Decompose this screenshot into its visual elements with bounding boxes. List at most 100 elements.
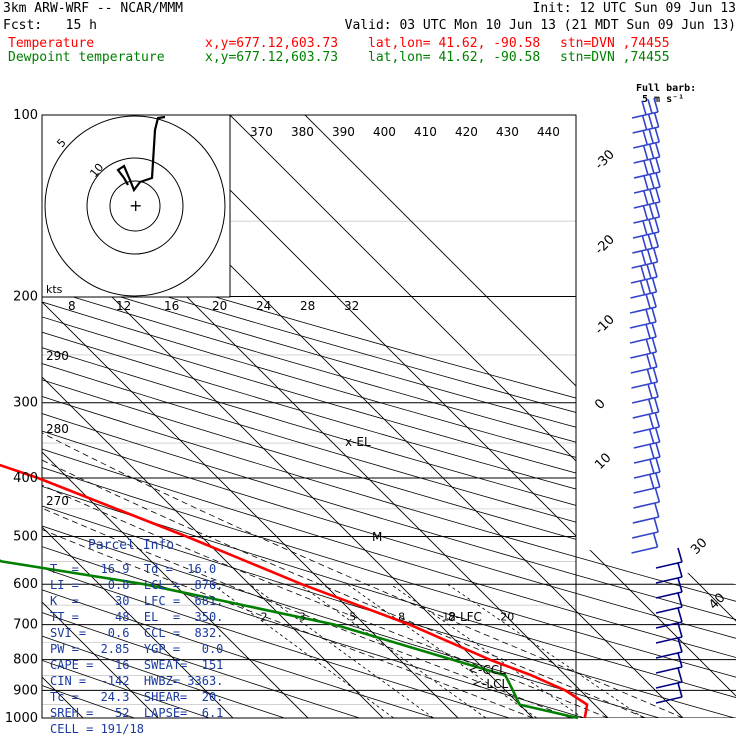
mixing-ratio-label: 5 bbox=[349, 611, 356, 624]
wind-barb bbox=[655, 652, 683, 674]
parcel-info-row: CELL = 191/18 bbox=[50, 722, 144, 736]
wind-barb bbox=[629, 322, 657, 344]
moist-adiabat bbox=[42, 296, 609, 718]
isotherm-label: -20 bbox=[592, 232, 618, 258]
dry-adiabat bbox=[42, 115, 736, 718]
parcel-info-row: CIN = -142 HWBZ= 3363. bbox=[50, 674, 224, 688]
isotherm-line bbox=[0, 115, 8, 718]
theta-label: 440 bbox=[537, 125, 560, 139]
hodograph-center: + bbox=[129, 196, 142, 215]
pressure-tick-label: 300 bbox=[13, 396, 38, 411]
pressure-tick-label: 600 bbox=[13, 577, 38, 592]
dry-adiabat bbox=[42, 115, 736, 718]
temperature-latlon: lat,lon= 41.62, -90.58 bbox=[368, 36, 541, 51]
moist-adiabat bbox=[42, 296, 684, 718]
dry-adiabat bbox=[42, 115, 736, 718]
wind-barb bbox=[629, 307, 657, 329]
hodograph-ring bbox=[86, 157, 184, 255]
dry-adiabat bbox=[42, 115, 585, 718]
hodograph-ring bbox=[44, 115, 226, 297]
isotherm-label: 0 bbox=[592, 396, 608, 412]
wind-barb bbox=[630, 337, 658, 359]
isotherm-label: 10 bbox=[592, 451, 614, 473]
wind-barb bbox=[631, 367, 659, 389]
dry-adiabat bbox=[42, 115, 210, 718]
wind-barb bbox=[655, 667, 683, 689]
wind-barb bbox=[633, 142, 661, 164]
isotherm-line bbox=[229, 115, 736, 718]
mixing-ratio-label: 8 bbox=[398, 611, 405, 624]
theta-label: 420 bbox=[455, 125, 478, 139]
theta-label: 390 bbox=[332, 125, 355, 139]
speed-tick-label: 12 bbox=[116, 299, 131, 313]
wind-barb bbox=[633, 172, 661, 194]
theta-label: 370 bbox=[250, 125, 273, 139]
wind-barb bbox=[633, 457, 661, 479]
isotherm-line bbox=[304, 115, 736, 718]
diagram-grid bbox=[0, 114, 736, 719]
dry-adiabat bbox=[42, 115, 510, 718]
level-annotation: M bbox=[372, 530, 382, 544]
speed-tick-label: 28 bbox=[300, 299, 315, 313]
temperature-xy: x,y=677.12,603.73 bbox=[205, 36, 339, 51]
dry-adiabat bbox=[42, 115, 660, 718]
level-annotation: 8-LFC bbox=[448, 610, 482, 624]
wind-barb bbox=[655, 622, 683, 644]
speed-tick-label: 24 bbox=[256, 299, 271, 313]
pressure-tick-label: 100 bbox=[13, 108, 38, 123]
pressure-tick-label: 700 bbox=[13, 618, 38, 633]
mixing-ratio-label: 2 bbox=[261, 611, 268, 624]
dry-adiabat bbox=[42, 115, 736, 718]
dry-adiabat bbox=[42, 115, 736, 718]
wind-barb bbox=[631, 382, 659, 404]
dry-adiabat bbox=[42, 115, 285, 718]
pressure-tick-label: 200 bbox=[13, 290, 38, 305]
dry-adiabat bbox=[42, 115, 736, 718]
wind-barbs bbox=[629, 97, 683, 704]
theta-label: 400 bbox=[373, 125, 396, 139]
hodograph-ring bbox=[109, 180, 161, 232]
parcel-info-row: PW = 2.85 YGP = 0.0 bbox=[50, 642, 224, 656]
mixing-ratio-line bbox=[299, 583, 487, 718]
moist-adiabat bbox=[42, 296, 646, 718]
barb-legend-title: Full barb: bbox=[636, 83, 697, 94]
level-annotation: x-EL bbox=[345, 435, 371, 449]
wind-barb bbox=[632, 397, 660, 419]
model-title: 3km ARW-WRF -- NCAR/MMM bbox=[3, 1, 184, 16]
isotherm-line bbox=[154, 115, 736, 718]
init-time: Init: 12 UTC Sun 09 Jun 13 bbox=[532, 1, 737, 16]
dewpoint-profile bbox=[0, 559, 579, 720]
isotherm-line bbox=[42, 115, 234, 718]
theta-label: 410 bbox=[414, 125, 437, 139]
dewpoint-station: stn=DVN ,74455 bbox=[560, 50, 670, 65]
dry-adiabat bbox=[42, 115, 435, 718]
isotherm-line bbox=[42, 115, 384, 718]
speed-tick-label: 32 bbox=[344, 299, 359, 313]
parcel-info-row: T = 16.9 Td = 16.0 bbox=[50, 562, 217, 576]
parcel-info-row: Tc = 24.3 SHEAR= 20. bbox=[50, 690, 224, 704]
temperature-station: stn=DVN ,74455 bbox=[560, 36, 670, 51]
forecast-hour: Fcst: 15 h bbox=[3, 18, 97, 33]
wind-barb bbox=[655, 637, 683, 659]
wind-barb bbox=[633, 187, 661, 209]
mixing-ratio-label: 20 bbox=[500, 611, 514, 624]
speed-tick-label: 20 bbox=[212, 299, 227, 313]
moist-adiabat bbox=[42, 296, 571, 718]
speed-tick-label: 8 bbox=[68, 299, 76, 313]
dry-adiabat bbox=[42, 115, 735, 718]
pressure-tick-label: 800 bbox=[13, 653, 38, 668]
wind-barb bbox=[632, 112, 660, 134]
wind-barb bbox=[633, 127, 661, 149]
wind-barb bbox=[655, 592, 683, 614]
isotherm-label: 30 bbox=[688, 536, 710, 558]
sounding-profiles bbox=[0, 463, 589, 720]
mixing-ratio-line bbox=[211, 583, 394, 718]
mixing-ratio-line bbox=[249, 583, 434, 718]
mixing-ratio-label: 3 bbox=[299, 611, 306, 624]
isotherm-label: -30 bbox=[592, 147, 618, 173]
wind-barb bbox=[655, 547, 683, 569]
pressure-tick-label: 500 bbox=[13, 529, 38, 544]
dry-adiabat bbox=[42, 115, 736, 718]
dry-adiabat bbox=[42, 115, 736, 718]
